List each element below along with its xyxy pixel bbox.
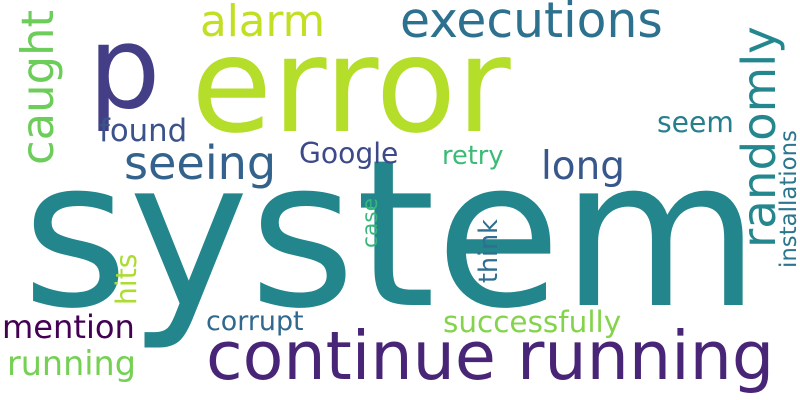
word-alarm: alarm [200, 0, 326, 47]
word-hits: hits [110, 253, 143, 305]
word-p: p [88, 1, 161, 135]
word-seem: seem [657, 106, 734, 140]
word-found: found [99, 112, 188, 149]
word-retry: retry [442, 141, 504, 172]
word-mention: mention [2, 307, 135, 346]
word-think: think [472, 219, 503, 283]
word-installations: installations [776, 130, 800, 268]
word-continue-running: continue running [206, 316, 775, 395]
word-case: case [358, 198, 383, 248]
word-running: running [7, 343, 136, 383]
word-long: long [541, 144, 625, 190]
word-caught: caught [11, 9, 64, 165]
word-google: Google [299, 137, 399, 171]
word-successfully: successfully [443, 305, 622, 340]
word-executions: executions [400, 0, 663, 50]
word-corrupt: corrupt [206, 306, 304, 338]
word-seeing: seeing [124, 135, 277, 190]
word-error: error [191, 9, 511, 164]
word-system: system [22, 117, 760, 355]
